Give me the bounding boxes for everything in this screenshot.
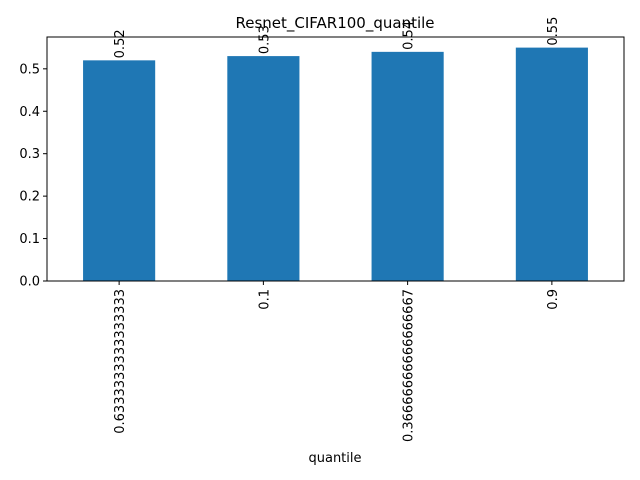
bar-1: [227, 56, 300, 281]
bar-2: [371, 51, 444, 281]
bar-3: [515, 47, 588, 281]
data-label-1: 0.53: [257, 25, 272, 54]
y-tick-label-2: 0.2: [19, 190, 40, 205]
data-label-0: 0.52: [113, 29, 128, 58]
x-axis-label: quantile: [308, 451, 361, 466]
y-axis: 0.0 0.1 0.2 0.3 0.4 0.5: [19, 36, 625, 290]
chart-title: Resnet_CIFAR100_quantile: [235, 14, 434, 33]
plot-frame: [46, 36, 625, 282]
bar-0: [83, 60, 156, 282]
y-tick-label-3: 0.3: [19, 147, 40, 162]
data-labels-layer: 0.52 0.53 0.54 0.55: [113, 17, 561, 59]
x-tick-label-1: 0.1: [257, 289, 272, 310]
y-tick-label-1: 0.1: [19, 232, 40, 247]
y-tick-label-5: 0.5: [19, 62, 40, 77]
data-label-2: 0.54: [402, 21, 417, 50]
x-tick-label-2: 0.36666666666666667: [402, 289, 417, 442]
x-axis: 0.6333333333333333 0.1 0.36666666666666667…: [113, 281, 561, 442]
x-tick-label-0: 0.6333333333333333: [113, 289, 128, 434]
data-label-3: 0.55: [546, 17, 561, 46]
bars-layer: [83, 47, 588, 282]
x-tick-label-3: 0.9: [546, 289, 561, 310]
y-tick-label-0: 0.0: [19, 275, 40, 290]
y-tick-label-4: 0.4: [19, 105, 40, 120]
